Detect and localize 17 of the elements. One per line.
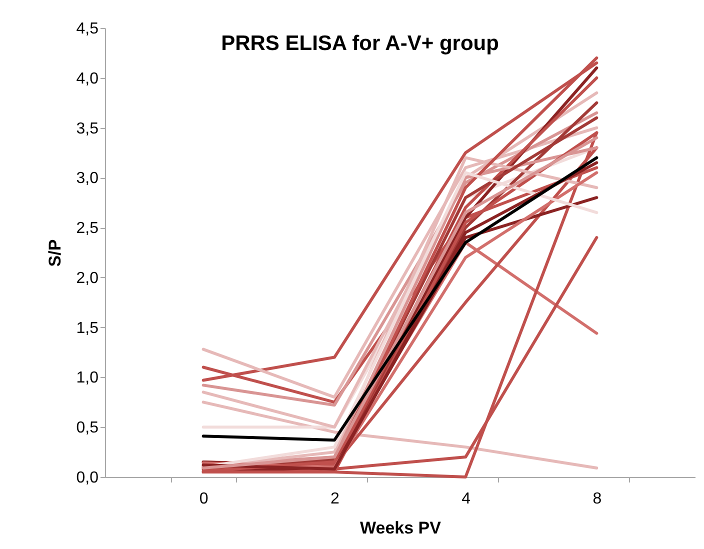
chart-title: PRRS ELISA for A-V+ group: [221, 32, 499, 55]
y-tick-label: 3,0: [76, 170, 99, 188]
y-tick-label: 2,0: [76, 270, 99, 287]
y-tick-label: 1,5: [76, 320, 99, 337]
y-tick-label: 1,0: [76, 370, 99, 387]
y-tick-label: 0,0: [76, 470, 99, 486]
x-tick-label: 8: [592, 490, 602, 508]
x-tick-label: 0: [199, 490, 208, 508]
y-tick-label: 3,5: [76, 120, 99, 138]
x-axis-title: Weeks PV: [360, 518, 442, 538]
x-tick-label: 2: [330, 490, 340, 508]
y-tick-label: 4,0: [76, 70, 99, 88]
y-tick-label: 4,5: [76, 20, 99, 38]
y-tick-label: 2,5: [76, 220, 99, 238]
x-tick-label: 4: [462, 490, 471, 508]
y-tick-label: 0,5: [76, 420, 99, 437]
y-axis-title: S/P: [45, 239, 64, 267]
